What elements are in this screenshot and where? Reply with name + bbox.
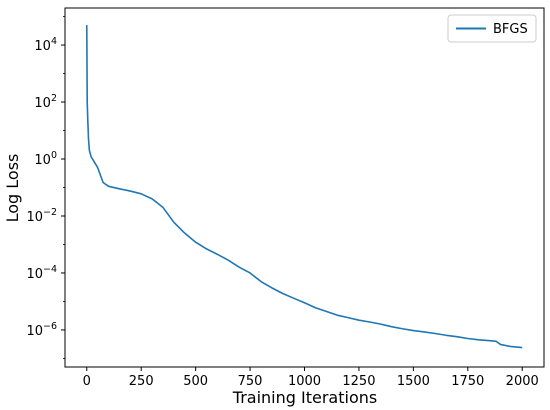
x-tick-label: 1000 xyxy=(288,374,321,389)
x-tick-label: 1250 xyxy=(342,374,375,389)
legend-box xyxy=(447,14,537,43)
y-ticks: 104 102 100 10−2 10−4 10−6 xyxy=(26,16,65,359)
y-tick-label: 10−6 xyxy=(26,321,57,339)
x-tick-label: 750 xyxy=(238,374,263,389)
x-tick-label: 1750 xyxy=(451,374,484,389)
y-tick-label: 10−4 xyxy=(26,264,57,282)
legend: BFGS xyxy=(447,14,537,43)
x-axis-label: Training Iterations xyxy=(232,388,377,407)
x-tick-label: 1500 xyxy=(397,374,430,389)
y-tick-label: 104 xyxy=(34,36,57,54)
x-tick-label: 500 xyxy=(183,374,208,389)
x-tick-label: 2000 xyxy=(506,374,539,389)
x-ticks: 0 250 500 750 1000 1250 1500 1750 2000 xyxy=(83,367,539,389)
plot-area xyxy=(65,8,544,367)
y-axis-label: Log Loss xyxy=(3,154,22,223)
legend-label-bfgs: BFGS xyxy=(493,22,528,37)
y-tick-label: 102 xyxy=(34,93,57,111)
y-tick-label: 10−2 xyxy=(26,207,57,225)
x-tick-label: 0 xyxy=(83,374,91,389)
y-tick-label: 100 xyxy=(34,150,57,168)
series-line-bfgs xyxy=(85,25,523,349)
plot-frame xyxy=(64,7,545,368)
series-layer xyxy=(85,25,523,349)
x-tick-label: 250 xyxy=(129,374,154,389)
